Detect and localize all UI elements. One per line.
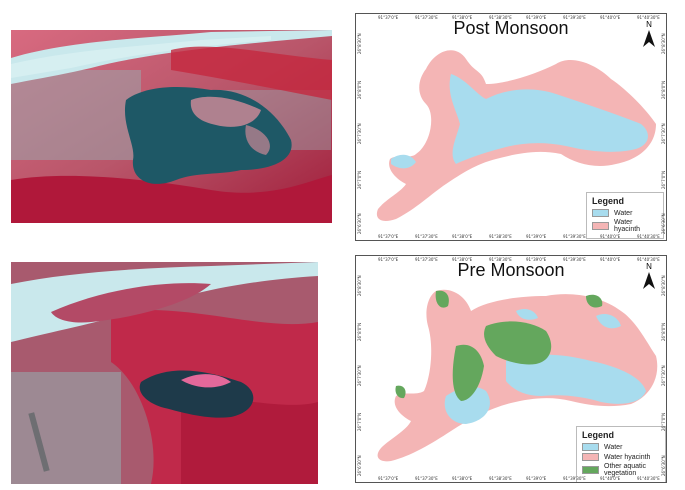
tick-label-bottom: 91°39'30"E [563, 476, 586, 481]
tick-label-bottom: 91°38'0"E [452, 234, 473, 239]
map-post-shapes [376, 50, 656, 221]
legend-swatch-water-hyacinth [582, 453, 599, 461]
tick-label-bottom: 91°39'0"E [526, 234, 547, 239]
tick-label-top: 91°40'30"E [637, 15, 660, 20]
tick-label-right: 26°6'30"N [661, 455, 666, 476]
tick-label-left: 26°8'30"N [357, 275, 362, 296]
tick-label-top: 91°39'30"E [563, 257, 586, 262]
tick-label-right: 26°7'30"N [661, 123, 666, 144]
pre-water-area [444, 386, 490, 424]
legend-swatch-water [582, 443, 599, 451]
map-title-post: Post Monsoon [453, 18, 569, 38]
tick-label-right: 26°8'30"N [661, 33, 666, 54]
tick-label-left: 26°7'0"N [357, 412, 362, 431]
tick-label-right: 26°8'30"N [661, 275, 666, 296]
tick-label-top: 91°37'0"E [378, 15, 399, 20]
legend-swatch-other-vegetation [582, 466, 599, 474]
satellite-image-pre-monsoon [11, 262, 318, 484]
tick-label-bottom: 91°40'0"E [600, 476, 621, 481]
tick-label-top: 91°37'0"E [378, 257, 399, 262]
tick-label-top: 91°37'30"E [415, 15, 438, 20]
tick-label-top: 91°37'30"E [415, 257, 438, 262]
tick-label-right: 26°7'0"N [661, 170, 666, 189]
tick-label-bottom: 91°38'0"E [452, 476, 473, 481]
map-pre-monsoon: Pre Monsoon N Legend Water Water hyacint… [355, 255, 667, 483]
north-arrow-pre: N [641, 262, 657, 290]
tick-label-right: 26°8'0"N [661, 322, 666, 341]
legend-title: Legend [592, 196, 625, 206]
legend-label-water: Water [614, 209, 633, 217]
tick-label-top: 91°40'0"E [600, 257, 621, 262]
tick-label-right: 26°7'0"N [661, 412, 666, 431]
legend-item-other-vegetation: Other aquatic vegetation [582, 463, 660, 477]
tick-label-bottom: 91°38'30"E [489, 476, 512, 481]
tick-label-left: 26°8'0"N [357, 80, 362, 99]
legend-label-water: Water [604, 443, 623, 451]
tick-label-bottom: 91°40'30"E [637, 234, 660, 239]
tick-label-left: 26°7'30"N [357, 365, 362, 386]
tick-label-left: 26°6'30"N [357, 455, 362, 476]
tick-label-bottom: 91°40'30"E [637, 476, 660, 481]
tick-label-left: 26°8'0"N [357, 322, 362, 341]
map-post-monsoon: Post Monsoon N Legend Water Water hyacin… [355, 13, 667, 241]
tick-label-top: 91°38'0"E [452, 257, 473, 262]
tick-label-top: 91°38'0"E [452, 15, 473, 20]
legend-label-other-vegetation: Other aquatic vegetation [604, 463, 647, 477]
tick-label-right: 26°6'30"N [661, 213, 666, 234]
tick-label-top: 91°40'30"E [637, 257, 660, 262]
tick-label-bottom: 91°37'0"E [378, 476, 399, 481]
legend-item-water: Water [582, 443, 660, 451]
post-water-area [449, 74, 648, 164]
north-label: N [646, 262, 652, 271]
legend-swatch-water [592, 209, 609, 217]
tick-label-left: 26°6'30"N [357, 213, 362, 234]
tick-label-bottom: 91°39'0"E [526, 476, 547, 481]
legend-item-water-hyacinth: Water hyacinth [582, 453, 660, 461]
pre-other-vegetation-area [484, 321, 552, 365]
north-arrow-icon [643, 30, 655, 47]
map-pre-shapes [377, 289, 658, 462]
north-arrow-post: N [641, 20, 657, 48]
legend-post: Legend Water Water hyacinth [586, 192, 664, 239]
tick-label-right: 26°8'0"N [661, 80, 666, 99]
legend-title: Legend [582, 430, 615, 440]
tick-label-left: 26°7'0"N [357, 170, 362, 189]
legend-label-water-hyacinth: Water hyacinth [614, 219, 641, 233]
satellite-pre-svg [11, 262, 318, 484]
tick-label-bottom: 91°37'30"E [415, 234, 438, 239]
map-title-pre: Pre Monsoon [457, 260, 565, 280]
legend-pre: Legend Water Water hyacinth Other aquati… [576, 426, 666, 482]
tick-label-top: 91°40'0"E [600, 15, 621, 20]
tick-label-left: 26°7'30"N [357, 123, 362, 144]
tick-label-left: 26°8'30"N [357, 33, 362, 54]
tick-label-top: 91°38'30"E [489, 15, 512, 20]
north-arrow-icon [643, 272, 655, 289]
tick-label-top: 91°39'30"E [563, 15, 586, 20]
legend-item-water-hyacinth: Water hyacinth [592, 219, 658, 233]
tick-label-right: 26°7'30"N [661, 365, 666, 386]
tick-label-bottom: 91°40'0"E [600, 234, 621, 239]
tick-label-bottom: 91°37'0"E [378, 234, 399, 239]
satellite-image-post-monsoon [11, 30, 332, 223]
tick-label-top: 91°39'0"E [526, 257, 547, 262]
legend-item-water: Water [592, 209, 658, 217]
satellite-post-svg [11, 30, 332, 223]
north-label: N [646, 20, 652, 29]
legend-label-water-hyacinth: Water hyacinth [604, 453, 651, 461]
tick-label-bottom: 91°38'30"E [489, 234, 512, 239]
tick-label-top: 91°39'0"E [526, 15, 547, 20]
tick-label-bottom: 91°37'30"E [415, 476, 438, 481]
tick-label-bottom: 91°39'30"E [563, 234, 586, 239]
legend-swatch-water-hyacinth [592, 222, 609, 230]
tick-label-top: 91°38'30"E [489, 257, 512, 262]
